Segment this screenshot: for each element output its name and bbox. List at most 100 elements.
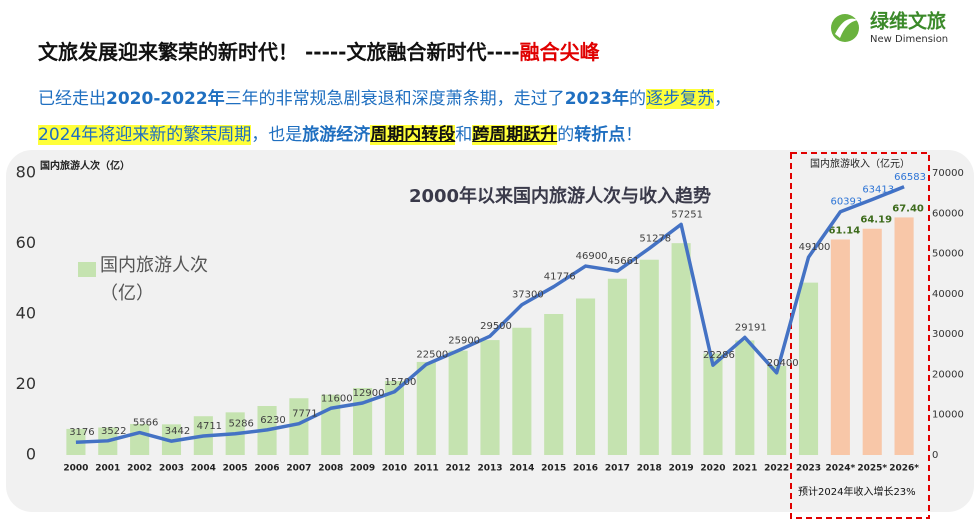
- y-tick-label: 20: [16, 374, 36, 393]
- text-part: 转折点: [574, 125, 626, 145]
- text-part: 和: [455, 125, 473, 145]
- y-tick-label: 60: [16, 233, 36, 252]
- bar: [703, 353, 723, 455]
- y-tick-label: 0: [26, 445, 36, 464]
- text-part: ，也是: [251, 125, 303, 145]
- line-value-label: 37300: [512, 290, 544, 301]
- line-value-label: 7771: [292, 409, 317, 420]
- x-tick-label: 2000: [63, 464, 88, 474]
- line-value-label: 22500: [416, 349, 448, 360]
- line-value-label: 63413: [862, 185, 894, 196]
- line-value-label: 5286: [228, 419, 253, 430]
- bar: [767, 365, 787, 455]
- text-part: 的: [557, 125, 575, 145]
- bar: [639, 259, 659, 455]
- line-value-label: 57251: [671, 209, 703, 220]
- line-value-label: 41776: [544, 272, 576, 283]
- y2-tick-label: 70000: [932, 168, 964, 179]
- annotation: 预计2024年收入增长23%: [798, 487, 916, 498]
- legend-swatch: [78, 262, 96, 277]
- bar: [798, 282, 819, 455]
- line-value-label: 60393: [830, 197, 862, 208]
- highlight-box: [790, 152, 930, 519]
- text-part: 三年的非常规急剧衰退和深度萧条期，走过了: [224, 89, 565, 109]
- line-value-label: 46900: [576, 251, 608, 262]
- y-tick-label: 40: [16, 304, 36, 323]
- y-axis-label: 国内旅游人次（亿）: [40, 159, 130, 172]
- subline: 2024年将迎来新的繁荣周期，也是旅游经济周期内转段和跨周期跃升的转折点！: [38, 120, 642, 145]
- bar-value-label: 64.19: [860, 215, 892, 226]
- line-value-label: 20400: [767, 358, 799, 369]
- bar: [671, 243, 691, 455]
- text-part: 旅游经济: [302, 125, 371, 145]
- text-part: ！: [625, 125, 643, 145]
- x-tick-label: 2021: [732, 464, 757, 474]
- headline: 文旅发展迎来繁荣的新时代！ -----文旅融合新时代----融合尖峰: [38, 36, 600, 65]
- line-value-label: 4711: [197, 421, 222, 432]
- bar: [416, 361, 436, 455]
- line-value-label: 29191: [735, 322, 767, 333]
- line-value-label: 6230: [260, 415, 285, 426]
- bar: [544, 314, 564, 455]
- bar: [480, 340, 500, 455]
- headline-part: 文旅发展迎来繁荣的新时代！ -----文旅融合新时代----: [38, 40, 520, 64]
- line-value-label: 15700: [385, 377, 417, 388]
- bar: [289, 398, 309, 455]
- x-tick-label: 2002: [127, 464, 152, 474]
- x-tick-label: 2010: [382, 464, 407, 474]
- text-part: 2023年: [564, 89, 630, 109]
- chart-title: 2000年以来国内旅游人次与收入趋势: [409, 185, 711, 207]
- bar: [607, 278, 627, 455]
- text-part: 已经走出: [38, 89, 106, 109]
- x-tick-label: 2013: [477, 464, 502, 474]
- bar: [130, 423, 150, 455]
- y2-tick-label: 10000: [932, 410, 964, 421]
- x-tick-label: 2004: [191, 464, 216, 474]
- x-tick-label: 2022: [764, 464, 789, 474]
- bar: [894, 217, 914, 455]
- x-tick-label: 2025*: [857, 464, 887, 474]
- logo-name: 绿维文旅: [870, 10, 946, 33]
- text-part: 跨周期跃升: [472, 125, 558, 145]
- bar: [384, 380, 404, 455]
- text-part: ，: [714, 89, 732, 109]
- x-tick-label: 2020: [700, 464, 725, 474]
- logo-subtitle: New Dimension: [870, 34, 948, 45]
- line-value-label: 29500: [480, 321, 512, 332]
- x-tick-label: 2024*: [825, 464, 855, 474]
- line-value-label: 22286: [703, 350, 735, 361]
- x-tick-label: 2009: [350, 464, 375, 474]
- text-part: 逐步复苏: [646, 89, 715, 109]
- x-tick-label: 2017: [605, 464, 630, 474]
- x-tick-label: 2011: [414, 464, 439, 474]
- y2-tick-label: 40000: [932, 289, 964, 300]
- y2-tick-label: 50000: [932, 249, 964, 260]
- bar-value-label: 61.14: [829, 225, 861, 236]
- x-tick-label: 2026*: [889, 464, 919, 474]
- line-value-label: 66583: [894, 172, 926, 183]
- logo-swirl: [835, 18, 858, 38]
- x-tick-label: 2008: [318, 464, 343, 474]
- logo: 绿维文旅 New Dimension: [831, 10, 948, 45]
- x-tick-label: 2016: [573, 464, 598, 474]
- x-tick-label: 2005: [223, 464, 248, 474]
- text-part: 2020-2022年: [106, 89, 225, 109]
- subline: 已经走出2020-2022年三年的非常规急剧衰退和深度萧条期，走过了2023年的…: [38, 84, 731, 109]
- line-value-label: 3522: [101, 426, 126, 437]
- x-tick-label: 2003: [159, 464, 184, 474]
- x-tick-label: 2015: [541, 464, 566, 474]
- x-tick-label: 2018: [637, 464, 662, 474]
- line-value-label: 12900: [353, 388, 385, 399]
- y2-tick-label: 20000: [932, 369, 964, 380]
- x-tick-label: 2001: [95, 464, 120, 474]
- y2-axis-label: 国内旅游收入（亿元）: [810, 157, 910, 170]
- chart-panel: [6, 150, 974, 512]
- line-value-label: 5566: [133, 418, 158, 429]
- x-tick-label: 2014: [509, 464, 534, 474]
- y2-tick-label: 30000: [932, 329, 964, 340]
- line-value-label: 25900: [448, 336, 480, 347]
- bar: [448, 350, 468, 455]
- bar: [576, 298, 596, 455]
